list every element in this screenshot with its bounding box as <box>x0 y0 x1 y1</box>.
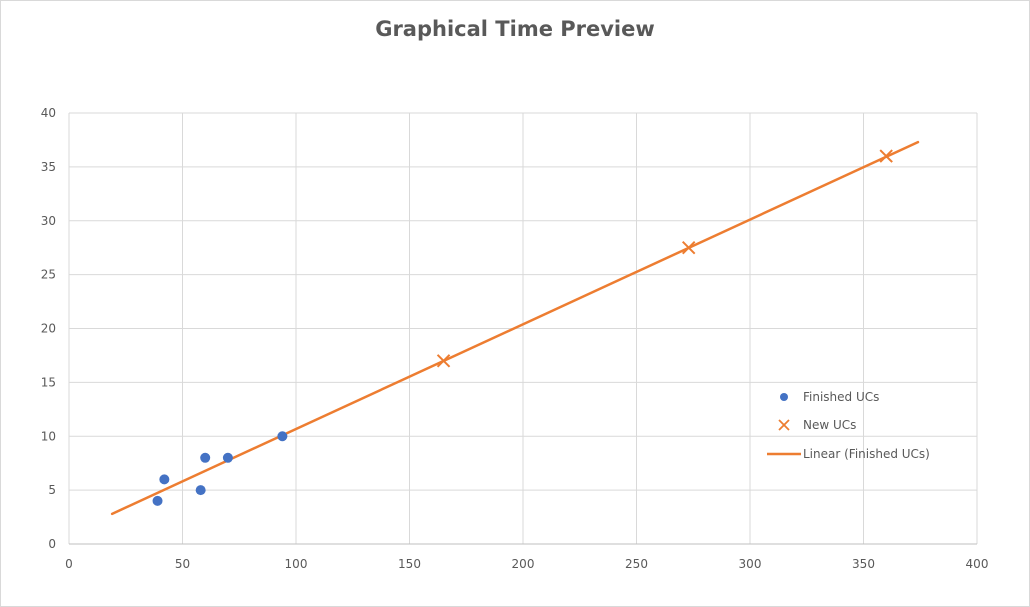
y-tick-label: 25 <box>41 268 56 282</box>
new-uc-point-stroke <box>879 149 893 163</box>
x-tick-label: 150 <box>398 557 421 571</box>
chart-title: Graphical Time Preview <box>375 17 655 41</box>
new-uc-point <box>682 240 696 255</box>
x-tick-label: 50 <box>175 557 190 571</box>
y-tick-label: 30 <box>41 214 56 228</box>
y-tick-label: 0 <box>48 537 56 551</box>
y-tick-label: 35 <box>41 160 56 174</box>
finished-uc-point <box>200 452 211 463</box>
legend-marker-x <box>778 419 790 431</box>
new-uc-point <box>436 354 451 368</box>
tick-labels: 0 50 100 150 200 250 300 350 400 0 5 10 15 20 25 30 35 40 <box>41 106 989 571</box>
legend: Finished UCs New UCs Linear (Finished UCs) <box>767 390 930 461</box>
y-tick-label: 10 <box>41 429 56 443</box>
x-tick-label: 350 <box>852 557 875 571</box>
gridlines <box>68 112 978 545</box>
trendline <box>110 140 920 516</box>
x-tick-label: 200 <box>512 557 535 571</box>
legend-marker-x-stroke <box>778 419 790 431</box>
legend-label: Finished UCs <box>803 390 879 404</box>
finished-uc-point <box>222 452 233 463</box>
x-tick-label: 0 <box>65 557 73 571</box>
finished-uc-point <box>277 431 288 442</box>
finished-uc-point <box>152 495 163 506</box>
legend-marker-circle <box>780 393 788 401</box>
new-uc-point-stroke <box>682 240 696 255</box>
y-tick-label: 40 <box>41 106 56 120</box>
x-tick-label: 300 <box>739 557 762 571</box>
y-tick-label: 15 <box>41 375 56 389</box>
finished-uc-point <box>159 474 170 485</box>
series <box>110 140 920 516</box>
finished-uc-point <box>195 485 206 496</box>
legend-label: New UCs <box>803 418 856 432</box>
y-tick-label: 5 <box>48 483 56 497</box>
x-tick-label: 100 <box>285 557 308 571</box>
x-tick-label: 400 <box>966 557 989 571</box>
legend-label: Linear (Finished UCs) <box>803 447 930 461</box>
y-tick-label: 20 <box>41 322 56 336</box>
new-uc-point <box>879 149 893 163</box>
x-tick-label: 250 <box>625 557 648 571</box>
new-uc-point-stroke <box>436 354 451 368</box>
